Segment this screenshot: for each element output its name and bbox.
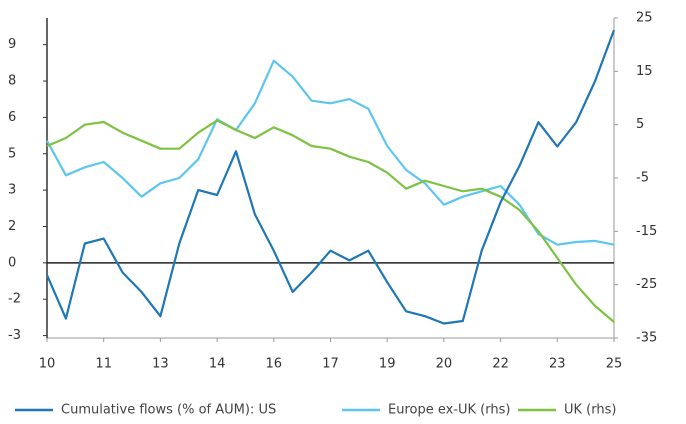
y2-tick-label: -5 — [636, 171, 649, 186]
series-line — [45, 29, 616, 325]
x-tick-label: 14 — [209, 357, 226, 372]
legend-label: UK (rhs) — [564, 403, 616, 418]
y2-tick-label: 5 — [636, 117, 644, 132]
y2-tick-label: 25 — [636, 11, 653, 26]
y-tick-label: 5 — [8, 146, 16, 161]
x-tick-label: 11 — [95, 357, 112, 372]
y2-tick-label: -35 — [636, 331, 657, 346]
x-tick-label: 23 — [549, 357, 566, 372]
y-tick-label: 6 — [8, 110, 16, 125]
x-tick-label: 22 — [492, 357, 509, 372]
y2-tick-label: -15 — [636, 224, 657, 239]
x-tick-label: 20 — [436, 357, 453, 372]
y-tick-label: 9 — [8, 37, 16, 52]
legend-label: Europe ex-UK (rhs) — [388, 403, 510, 418]
x-tick-label: 13 — [152, 357, 169, 372]
y-tick-label: -2 — [8, 292, 21, 307]
y-tick-label: 0 — [8, 255, 16, 270]
series-line — [46, 119, 615, 323]
y-tick-label: 3 — [8, 183, 16, 198]
legend-label: Cumulative flows (% of AUM): US — [61, 403, 276, 418]
x-tick-label: 25 — [606, 357, 623, 372]
x-tick-label: 19 — [379, 357, 396, 372]
y-tick-label: 8 — [8, 74, 16, 89]
x-tick-label: 17 — [322, 357, 339, 372]
y2-tick-label: -25 — [636, 277, 657, 292]
series-line — [46, 59, 615, 246]
x-tick-label: 10 — [39, 357, 56, 372]
y2-tick-label: 15 — [636, 64, 653, 79]
x-tick-label: 16 — [266, 357, 283, 372]
y-tick-label: -3 — [8, 328, 21, 343]
y-tick-label: 2 — [8, 219, 16, 234]
